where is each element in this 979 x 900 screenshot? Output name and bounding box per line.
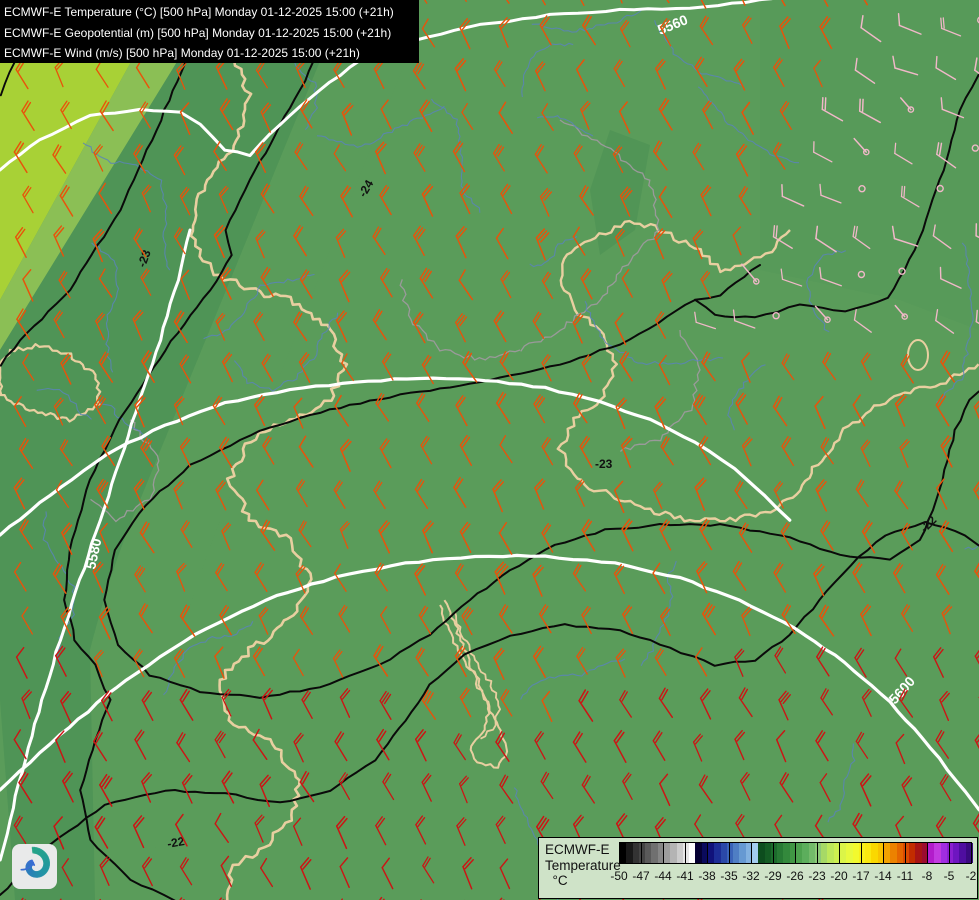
svg-text:-23: -23: [595, 457, 613, 471]
